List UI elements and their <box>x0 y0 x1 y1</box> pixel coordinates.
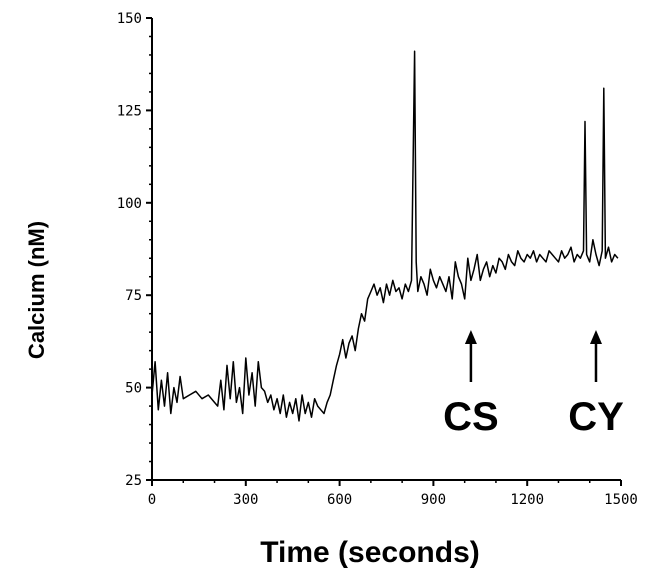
y-tick-label: 150 <box>117 11 142 27</box>
y-tick-label: 100 <box>117 196 142 212</box>
y-tick-label: 75 <box>125 288 142 304</box>
x-tick-label: 1500 <box>604 492 638 508</box>
x-tick-label: 1200 <box>510 492 544 508</box>
annotation-arrowhead-cy <box>589 330 602 344</box>
annotation-label-cy: CY <box>568 395 624 439</box>
x-tick-label: 900 <box>421 492 446 508</box>
y-tick-label: 125 <box>117 103 142 119</box>
annotation-arrowhead-cs <box>464 330 477 344</box>
x-tick-label: 300 <box>233 492 258 508</box>
x-axis-title: Time (seconds) <box>260 536 480 569</box>
x-tick-label: 600 <box>327 492 352 508</box>
y-tick-label: 25 <box>125 473 142 489</box>
calcium-trace-line <box>151 50 619 422</box>
y-tick-label: 50 <box>125 381 142 397</box>
annotation-label-cs: CS <box>443 395 499 439</box>
y-axis-title: Calcium (nM) <box>24 221 49 359</box>
x-tick-label: 0 <box>148 492 156 508</box>
